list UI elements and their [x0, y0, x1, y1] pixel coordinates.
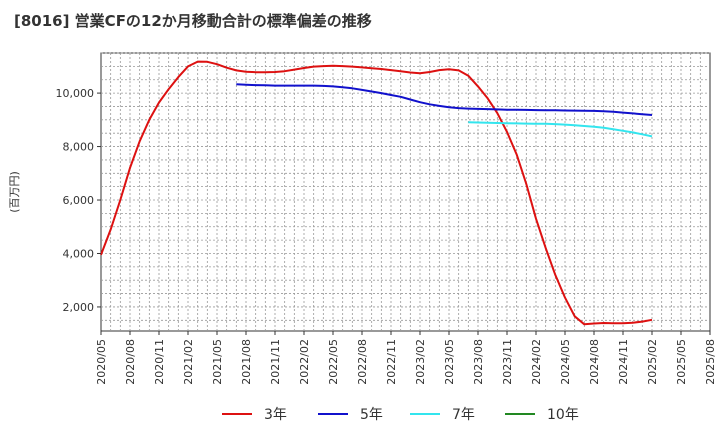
x-axis: 2020/05 2020/08 2020/11 2021/02 2021/05 2021/… [95, 331, 717, 385]
series-line-1 [236, 83, 653, 116]
x-tick-label: 2022/02 [298, 339, 311, 385]
series-layer [100, 60, 653, 326]
series-line-0 [100, 60, 653, 326]
x-tick-label: 2020/08 [124, 339, 137, 385]
x-tick-label: 2023/05 [443, 339, 456, 385]
y-tick-label: 4,000 [63, 247, 95, 260]
x-tick-label: 2024/11 [617, 339, 630, 385]
chart-title: [8016] 営業CFの12か月移動合計の標準偏差の推移 [14, 12, 372, 30]
y-tick-label: 6,000 [63, 194, 95, 207]
legend: 3年 5年 7年 10年 [222, 407, 579, 423]
x-tick-label: 2023/02 [414, 339, 427, 385]
x-tick-label: 2025/02 [646, 339, 659, 385]
x-tick-label: 2022/11 [385, 339, 398, 385]
x-tick-label: 2021/08 [240, 339, 253, 385]
y-axis: 2,000 4,000 6,000 8,000 10,000 [56, 87, 101, 314]
legend-label-1: 5年 [360, 407, 383, 423]
grid-lines [101, 52, 710, 331]
legend-label-2: 7年 [452, 407, 475, 423]
x-tick-label: 2020/11 [153, 339, 166, 385]
x-tick-label: 2024/02 [530, 339, 543, 385]
x-tick-label: 2021/02 [182, 339, 195, 385]
series-line-2 [468, 121, 653, 138]
x-tick-label: 2023/11 [501, 339, 514, 385]
y-tick-label: 10,000 [56, 87, 95, 100]
x-tick-label: 2020/05 [95, 339, 108, 385]
x-tick-label: 2021/11 [269, 339, 282, 385]
x-tick-label: 2022/05 [327, 339, 340, 385]
x-tick-label: 2024/05 [559, 339, 572, 385]
x-tick-label: 2025/05 [675, 339, 688, 385]
y-axis-label: (百万円) [8, 171, 21, 213]
y-tick-label: 8,000 [63, 141, 95, 154]
x-tick-label: 2025/08 [704, 339, 717, 385]
x-tick-label: 2024/08 [588, 339, 601, 385]
legend-label-0: 3年 [264, 407, 287, 423]
x-tick-label: 2022/08 [356, 339, 369, 385]
x-tick-label: 2023/08 [472, 339, 485, 385]
legend-label-3: 10年 [547, 407, 579, 423]
x-tick-label: 2021/05 [211, 339, 224, 385]
y-tick-label: 2,000 [63, 301, 95, 314]
plot-area [100, 52, 711, 332]
